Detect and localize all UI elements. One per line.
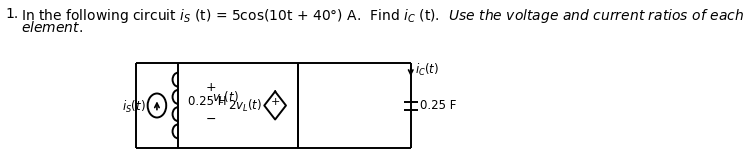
Text: 0.25 F: 0.25 F (420, 99, 456, 112)
Text: $i_S(t)$: $i_S(t)$ (122, 98, 145, 115)
Text: In the following circuit $i_S$ (t) = 5cos(10t + 40°) A.  Find $i_C$ (t).  $\it{U: In the following circuit $i_S$ (t) = 5co… (21, 7, 744, 25)
Text: $\it{element.}$: $\it{element.}$ (21, 20, 83, 35)
Text: 1.: 1. (5, 7, 19, 21)
Text: 0.25 H: 0.25 H (187, 95, 226, 108)
Text: +: + (205, 81, 216, 94)
Text: $i_C(t)$: $i_C(t)$ (414, 62, 439, 78)
Text: +: + (270, 96, 280, 107)
Text: $v_L(t)$: $v_L(t)$ (212, 89, 239, 106)
Text: $2v_L(t)$: $2v_L(t)$ (228, 97, 262, 114)
Text: −: − (205, 113, 216, 126)
